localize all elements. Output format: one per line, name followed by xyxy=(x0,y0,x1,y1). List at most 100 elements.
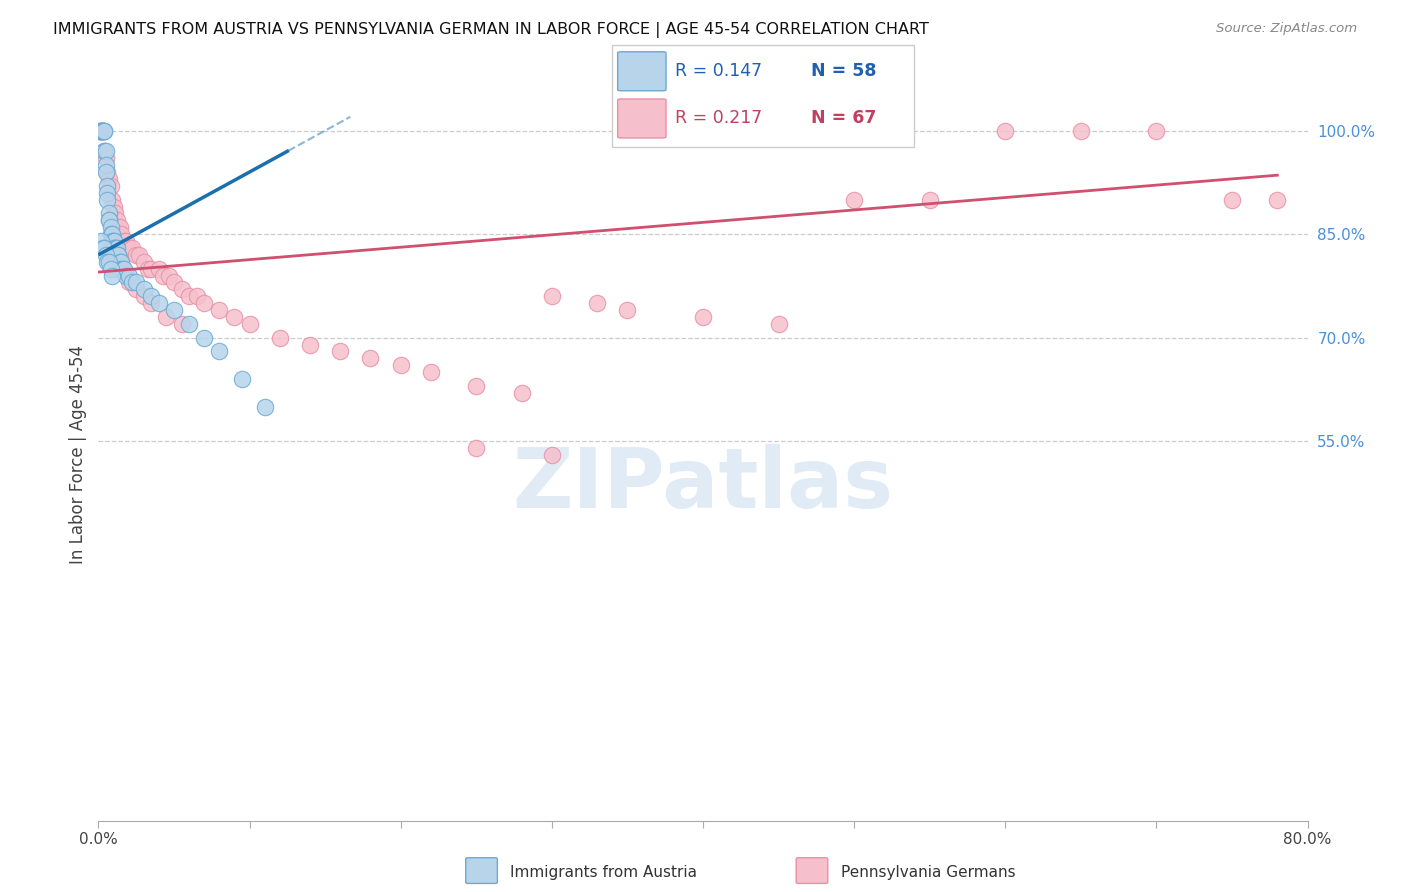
Point xyxy=(1267,193,1289,207)
Point xyxy=(91,123,114,137)
Point xyxy=(148,296,170,310)
Point xyxy=(100,241,122,255)
Point xyxy=(90,123,112,137)
Point xyxy=(253,400,276,414)
Point xyxy=(98,254,121,268)
Point xyxy=(104,241,127,255)
Point xyxy=(118,276,141,290)
Point xyxy=(93,145,115,159)
Point xyxy=(98,213,121,227)
Point xyxy=(132,282,155,296)
FancyBboxPatch shape xyxy=(465,858,498,883)
Point xyxy=(101,234,124,248)
Point xyxy=(100,261,122,276)
Point xyxy=(299,337,322,351)
Point xyxy=(360,351,382,366)
Point xyxy=(540,448,562,462)
Point xyxy=(89,123,111,137)
Point xyxy=(108,220,131,235)
Point xyxy=(159,268,181,283)
Point xyxy=(132,254,155,268)
Point xyxy=(586,296,609,310)
Point xyxy=(163,303,186,318)
Point xyxy=(107,248,129,262)
Y-axis label: In Labor Force | Age 45-54: In Labor Force | Age 45-54 xyxy=(69,345,87,565)
FancyBboxPatch shape xyxy=(617,52,666,91)
Point xyxy=(93,123,115,137)
Point xyxy=(91,123,114,137)
Text: Pennsylvania Germans: Pennsylvania Germans xyxy=(841,865,1015,880)
Point xyxy=(1070,123,1092,137)
Point xyxy=(111,261,134,276)
Point xyxy=(100,220,122,235)
Point xyxy=(420,365,443,379)
Point xyxy=(100,227,122,241)
Point xyxy=(148,261,170,276)
Point xyxy=(112,261,135,276)
FancyBboxPatch shape xyxy=(617,99,666,138)
Point xyxy=(231,372,253,386)
Point xyxy=(768,317,790,331)
Point xyxy=(103,241,125,255)
Point xyxy=(91,123,114,137)
Point xyxy=(108,254,131,268)
Point xyxy=(121,241,143,255)
Point xyxy=(616,303,638,318)
Point xyxy=(104,206,127,220)
Point xyxy=(114,234,136,248)
Point xyxy=(103,248,125,262)
Point xyxy=(208,344,231,359)
Text: N = 58: N = 58 xyxy=(811,62,876,80)
Point xyxy=(125,276,148,290)
Point xyxy=(105,241,128,255)
Point xyxy=(94,151,117,165)
Point xyxy=(125,248,148,262)
Point xyxy=(152,268,174,283)
Point xyxy=(110,254,132,268)
Point xyxy=(96,186,118,200)
Point xyxy=(465,441,488,455)
Point xyxy=(239,317,262,331)
Point xyxy=(103,200,125,214)
Text: N = 67: N = 67 xyxy=(811,110,876,128)
Point xyxy=(103,234,125,248)
Point xyxy=(104,241,127,255)
Point xyxy=(1220,193,1243,207)
Point xyxy=(329,344,352,359)
Point xyxy=(93,123,115,137)
Point xyxy=(107,248,129,262)
Point xyxy=(98,213,121,227)
Point xyxy=(96,254,118,268)
Point xyxy=(510,385,533,400)
Point xyxy=(100,178,122,193)
Point xyxy=(141,261,163,276)
FancyBboxPatch shape xyxy=(612,45,914,147)
Point xyxy=(121,276,143,290)
Point xyxy=(90,123,112,137)
Point xyxy=(118,241,141,255)
Point xyxy=(141,289,163,303)
Point xyxy=(994,123,1017,137)
Point xyxy=(170,317,193,331)
Point xyxy=(208,303,231,318)
Point xyxy=(141,296,163,310)
Point xyxy=(89,123,111,137)
Point xyxy=(98,172,121,186)
Point xyxy=(132,289,155,303)
Point xyxy=(94,248,117,262)
Point xyxy=(105,213,128,227)
Text: R = 0.147: R = 0.147 xyxy=(675,62,762,80)
Point xyxy=(96,178,118,193)
Point xyxy=(114,268,136,283)
Point xyxy=(692,310,714,324)
Point xyxy=(269,330,291,344)
Point xyxy=(93,241,115,255)
Point xyxy=(918,193,941,207)
Point xyxy=(224,310,246,324)
Point xyxy=(163,276,186,290)
Point xyxy=(96,165,118,179)
Point xyxy=(844,193,866,207)
Point xyxy=(94,165,117,179)
Point xyxy=(91,123,114,137)
Point xyxy=(91,241,114,255)
